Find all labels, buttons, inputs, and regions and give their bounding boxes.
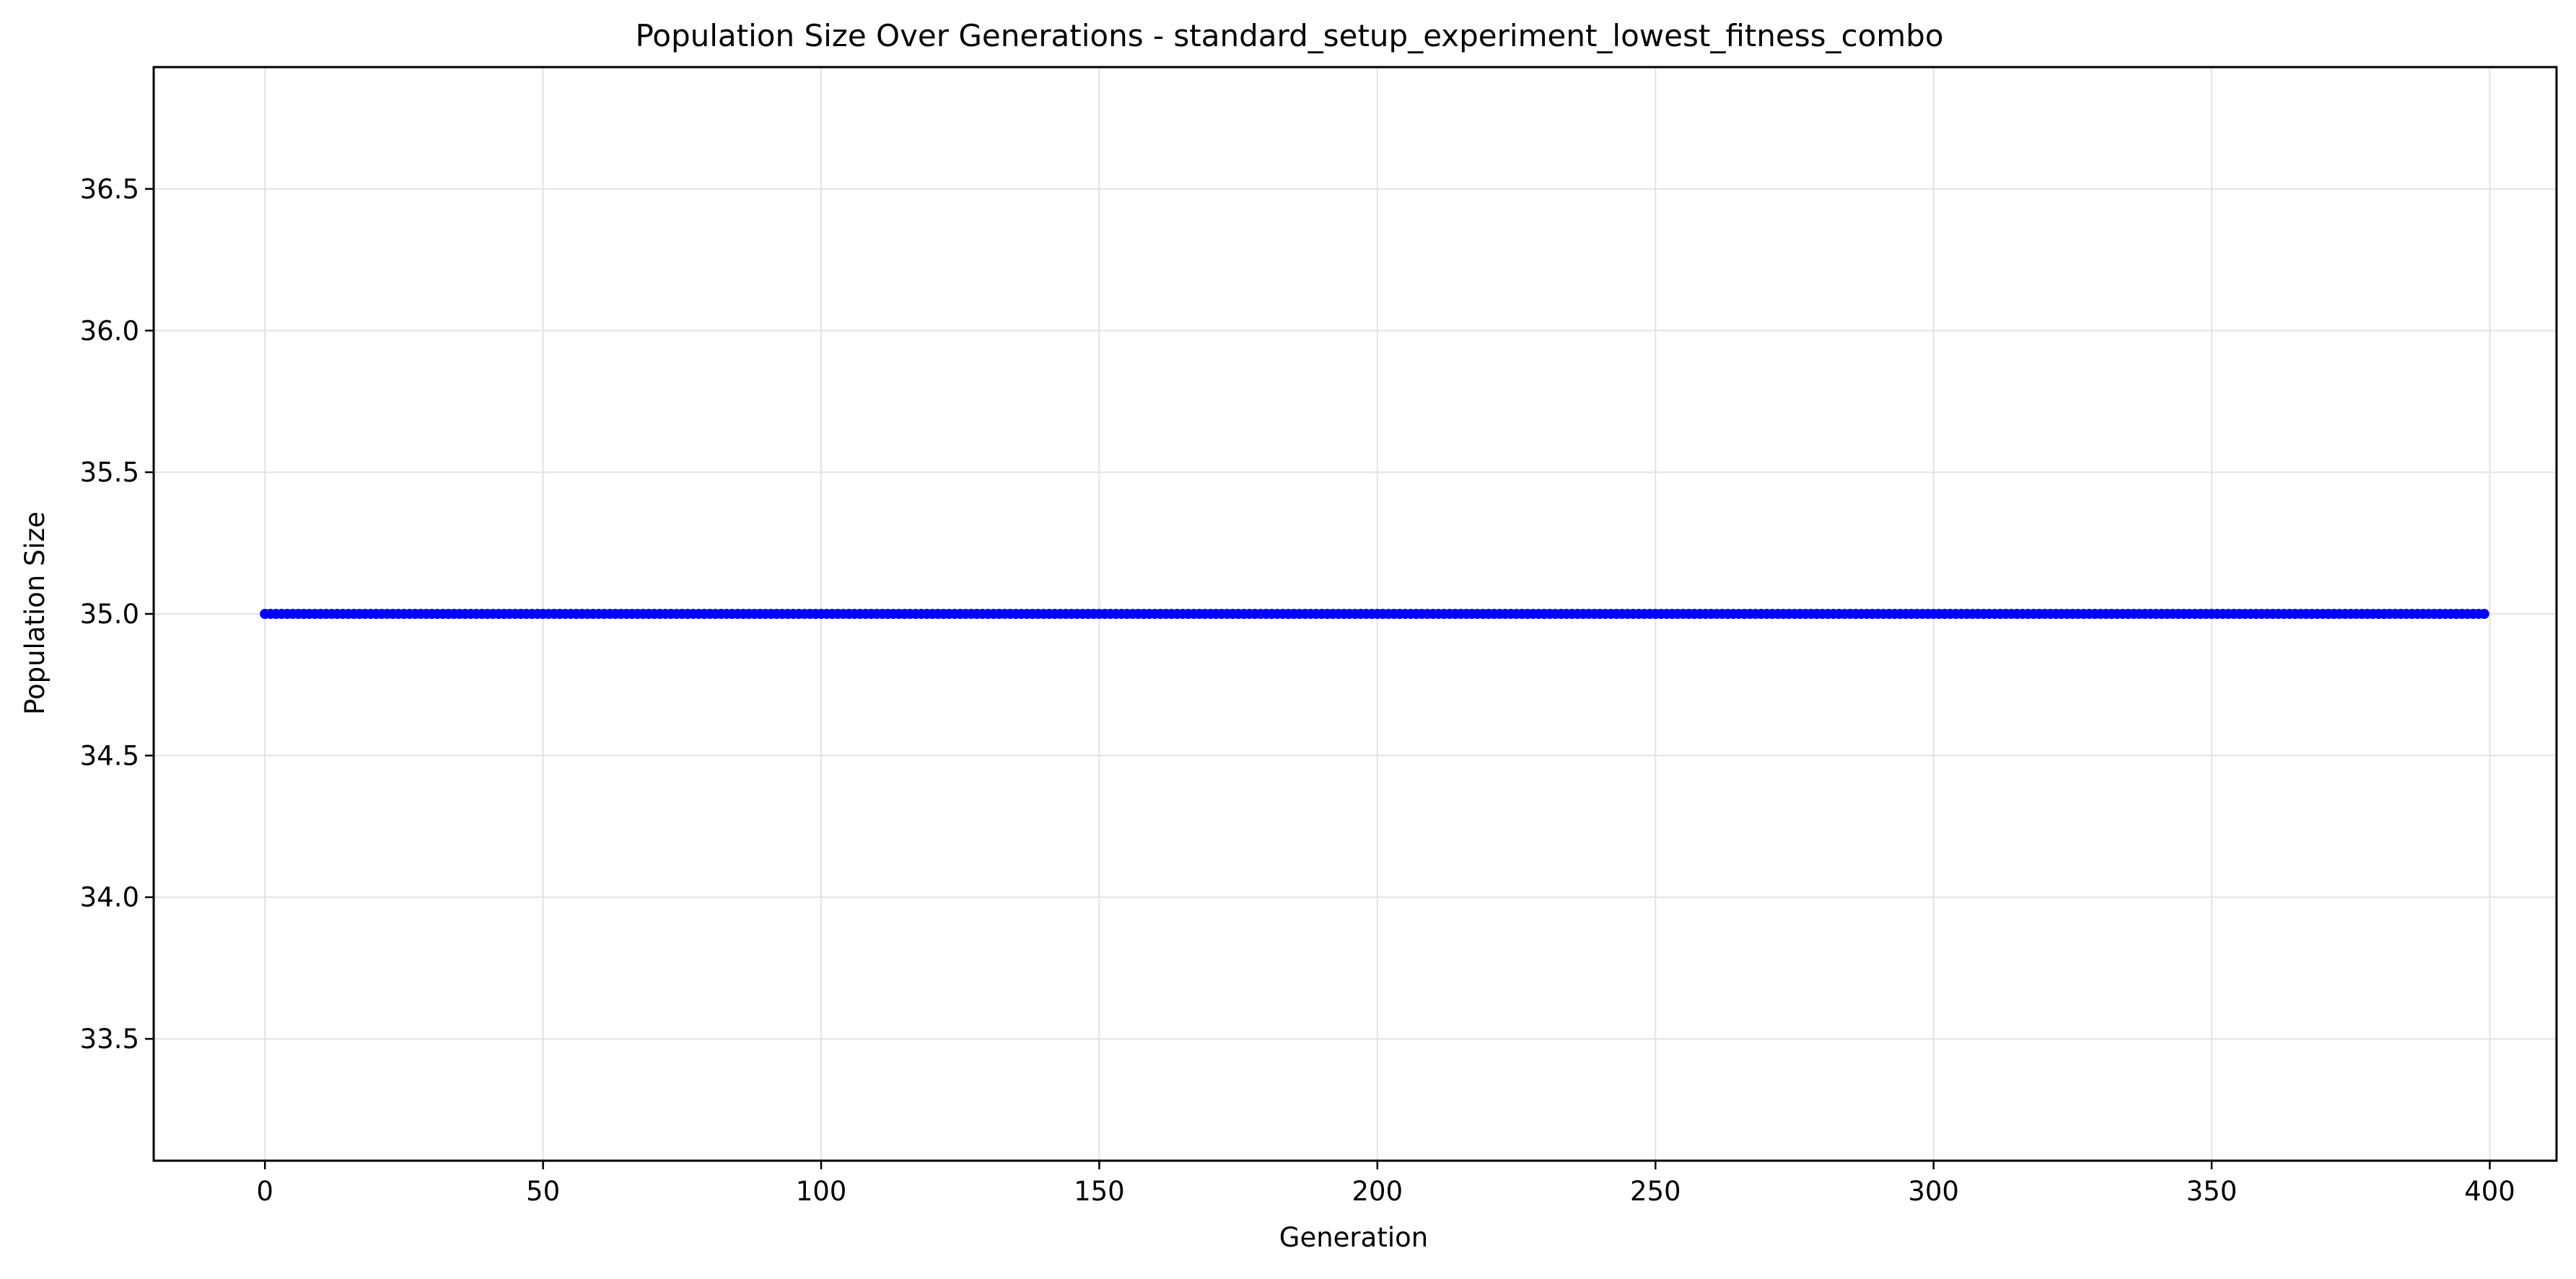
y-tick-label: 36.5 xyxy=(80,174,139,205)
x-tick-label: 200 xyxy=(1352,1176,1403,1207)
x-tick-label: 350 xyxy=(2186,1176,2238,1207)
x-tick-label: 150 xyxy=(1074,1176,1125,1207)
x-tick-label: 50 xyxy=(526,1176,560,1207)
y-axis-label: Population Size xyxy=(19,511,51,715)
chart-title: Population Size Over Generations - stand… xyxy=(635,18,1943,53)
y-tick-label: 35.5 xyxy=(80,457,139,488)
y-tick-label: 34.0 xyxy=(80,882,139,913)
data-point xyxy=(2479,609,2489,619)
x-tick-label: 250 xyxy=(1630,1176,1681,1207)
y-tick-label: 35.0 xyxy=(80,599,139,630)
x-tick-label: 0 xyxy=(256,1176,273,1207)
data-series xyxy=(260,609,2489,619)
y-tick-label: 34.5 xyxy=(80,740,139,771)
x-axis-label: Generation xyxy=(1279,1222,1428,1253)
y-tick-label: 36.0 xyxy=(80,315,139,346)
x-tick-label: 400 xyxy=(2464,1176,2515,1207)
x-tick-label: 100 xyxy=(796,1176,847,1207)
x-tick-label: 300 xyxy=(1908,1176,1959,1207)
x-axis-ticks: 0 50 100 150 200 250 300 350 400 xyxy=(256,1161,2515,1207)
y-axis-ticks: 33.5 34.0 34.5 35.0 35.5 36.0 36.5 xyxy=(80,174,154,1055)
y-tick-label: 33.5 xyxy=(80,1024,139,1055)
